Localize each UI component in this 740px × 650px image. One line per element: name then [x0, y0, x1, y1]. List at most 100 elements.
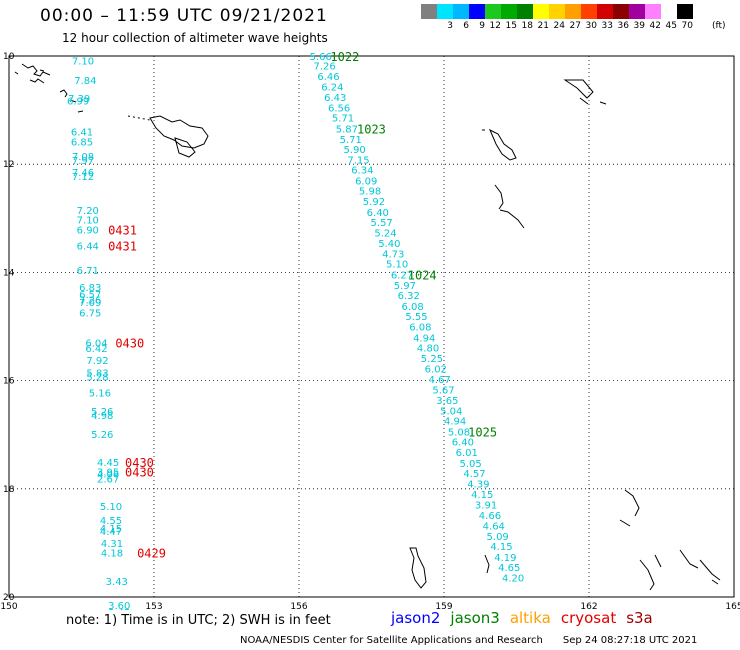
swh-value: 6.44 — [77, 241, 99, 252]
swh-value: 4.47 — [100, 527, 122, 538]
swh-value: 4.39 — [467, 479, 489, 490]
swh-value: 4.73 — [382, 249, 404, 260]
coast-island-s — [484, 554, 490, 574]
swh-value: 7.84 — [74, 76, 96, 87]
swh-value: 3.60 — [108, 601, 130, 610]
swh-value: 5.26 — [91, 430, 113, 441]
swh-value: 5.98 — [359, 187, 381, 198]
lat-lon-grid — [9, 56, 734, 597]
pass-time-label: 1025 — [468, 425, 497, 439]
scale-label: 18 — [521, 21, 533, 31]
scale-swatch — [421, 4, 437, 19]
scale-swatch: 36 — [613, 4, 629, 31]
map-subtitle: 12 hour collection of altimeter wave hei… — [62, 31, 328, 45]
coast-island-nw2 — [59, 89, 84, 113]
swh-value: 6.99 — [67, 96, 89, 107]
swh-value: 5.09 — [487, 532, 509, 543]
scale-swatch: 30 — [581, 4, 597, 31]
swh-value: 5.26 — [91, 407, 113, 418]
swh-value: 3.65 — [436, 396, 458, 407]
swh-value: 5.66 — [310, 52, 332, 63]
pass-time-label: 0429 — [142, 608, 171, 610]
swh-value: 5.97 — [394, 281, 416, 292]
scale-swatch: 45 — [661, 4, 677, 31]
swh-value: 5.55 — [405, 312, 427, 323]
map-frame — [8, 55, 735, 598]
scale-swatch: 24 — [549, 4, 565, 31]
swh-value: 4.67 — [429, 375, 451, 386]
lon-label: 162 — [580, 602, 597, 610]
swh-value: 7.26 — [314, 62, 336, 73]
scale-label: 36 — [617, 21, 629, 31]
footer-credit: NOAA/NESDIS Center for Satellite Applica… — [240, 635, 543, 646]
map-title: 00:00 – 11:59 UTC 09/21/2021 — [40, 6, 328, 26]
lon-label: 150 — [0, 602, 17, 610]
scale-swatch: 18 — [517, 4, 533, 31]
swh-value: 6.43 — [324, 93, 346, 104]
swh-value: 5.10 — [386, 260, 408, 271]
swh-value: 5.71 — [332, 114, 354, 125]
scale-swatch: 21 — [533, 4, 549, 31]
scale-swatch: 39 — [629, 4, 645, 31]
scale-swatch: 3 — [437, 4, 453, 31]
scale-label: 39 — [633, 21, 645, 31]
satellite-legend-item: s3a — [626, 609, 653, 627]
scale-label: 12 — [489, 21, 501, 31]
coast-island-se1 — [409, 547, 427, 589]
swh-value: 7.97 — [72, 156, 94, 167]
scale-swatch: 6 — [453, 4, 469, 31]
swh-value: 6.04 — [85, 339, 107, 350]
wave-height-map: 5.667.266.466.246.436.565.715.875.715.90… — [0, 50, 740, 610]
coast-island-e1 — [482, 128, 517, 161]
coast-dotted-chain — [127, 115, 151, 121]
swh-value: 5.28 — [86, 372, 108, 383]
swh-value: 6.46 — [317, 72, 339, 83]
scale-label: 27 — [569, 21, 581, 31]
lon-label: 159 — [435, 602, 452, 610]
swh-value: 4.98 — [91, 411, 113, 422]
map-note: note: 1) Time is in UTC; 2) SWH is in fe… — [66, 613, 331, 628]
swh-value: 4.57 — [463, 469, 485, 480]
coast-island-se2 — [619, 489, 721, 591]
map-footer: NOAA/NESDIS Center for Satellite Applica… — [240, 635, 697, 646]
swh-value: 4.31 — [101, 539, 123, 550]
scale-swatch: 70 — [677, 4, 693, 31]
pass-time-label: 0431 — [108, 224, 137, 238]
swh-value: 7.09 — [79, 298, 101, 309]
footer-timestamp: Sep 24 08:27:18 UTC 2021 — [562, 635, 698, 646]
swh-value: 4.94 — [444, 417, 466, 428]
scale-label: 45 — [665, 21, 677, 31]
scale-label: 3 — [447, 21, 453, 31]
swh-value: 6.90 — [77, 226, 99, 237]
wave-height-values: 5.667.266.466.246.436.565.715.875.715.90… — [67, 52, 524, 610]
swh-value: 5.67 — [432, 385, 454, 396]
swh-value: 6.40 — [367, 208, 389, 219]
pass-time-label: 0430 — [115, 337, 144, 351]
scale-label: 9 — [479, 21, 485, 31]
coast-island-e2 — [494, 184, 525, 229]
scale-swatch: 42 — [645, 4, 661, 31]
swh-value: 6.32 — [398, 291, 420, 302]
swh-value: 4.45 — [97, 458, 119, 469]
swh-value: 5.90 — [343, 145, 365, 156]
coast-island-nw — [14, 63, 51, 84]
swh-value: 7.15 — [347, 155, 369, 166]
swh-value: 7.39 — [68, 94, 90, 105]
swh-value: 6.41 — [71, 128, 93, 139]
scale-unit: (ft) — [712, 21, 726, 31]
lat-label: 14 — [3, 268, 15, 278]
scale-swatch: 27 — [565, 4, 581, 31]
swh-value: 6.09 — [355, 176, 377, 187]
swh-value: 7.92 — [86, 356, 108, 367]
pass-time-label: 0430 — [125, 465, 154, 479]
swh-value: 5.04 — [440, 406, 462, 417]
swh-value: 6.34 — [351, 166, 373, 177]
scale-swatch: 33 — [597, 4, 613, 31]
swh-value: 6.40 — [452, 438, 474, 449]
lon-label: 165 — [725, 602, 740, 610]
swh-value: 7.46 — [72, 168, 94, 179]
pass-time-label: 0429 — [137, 547, 166, 561]
swh-value: 5.92 — [363, 197, 385, 208]
swh-value: 3.43 — [106, 577, 128, 588]
